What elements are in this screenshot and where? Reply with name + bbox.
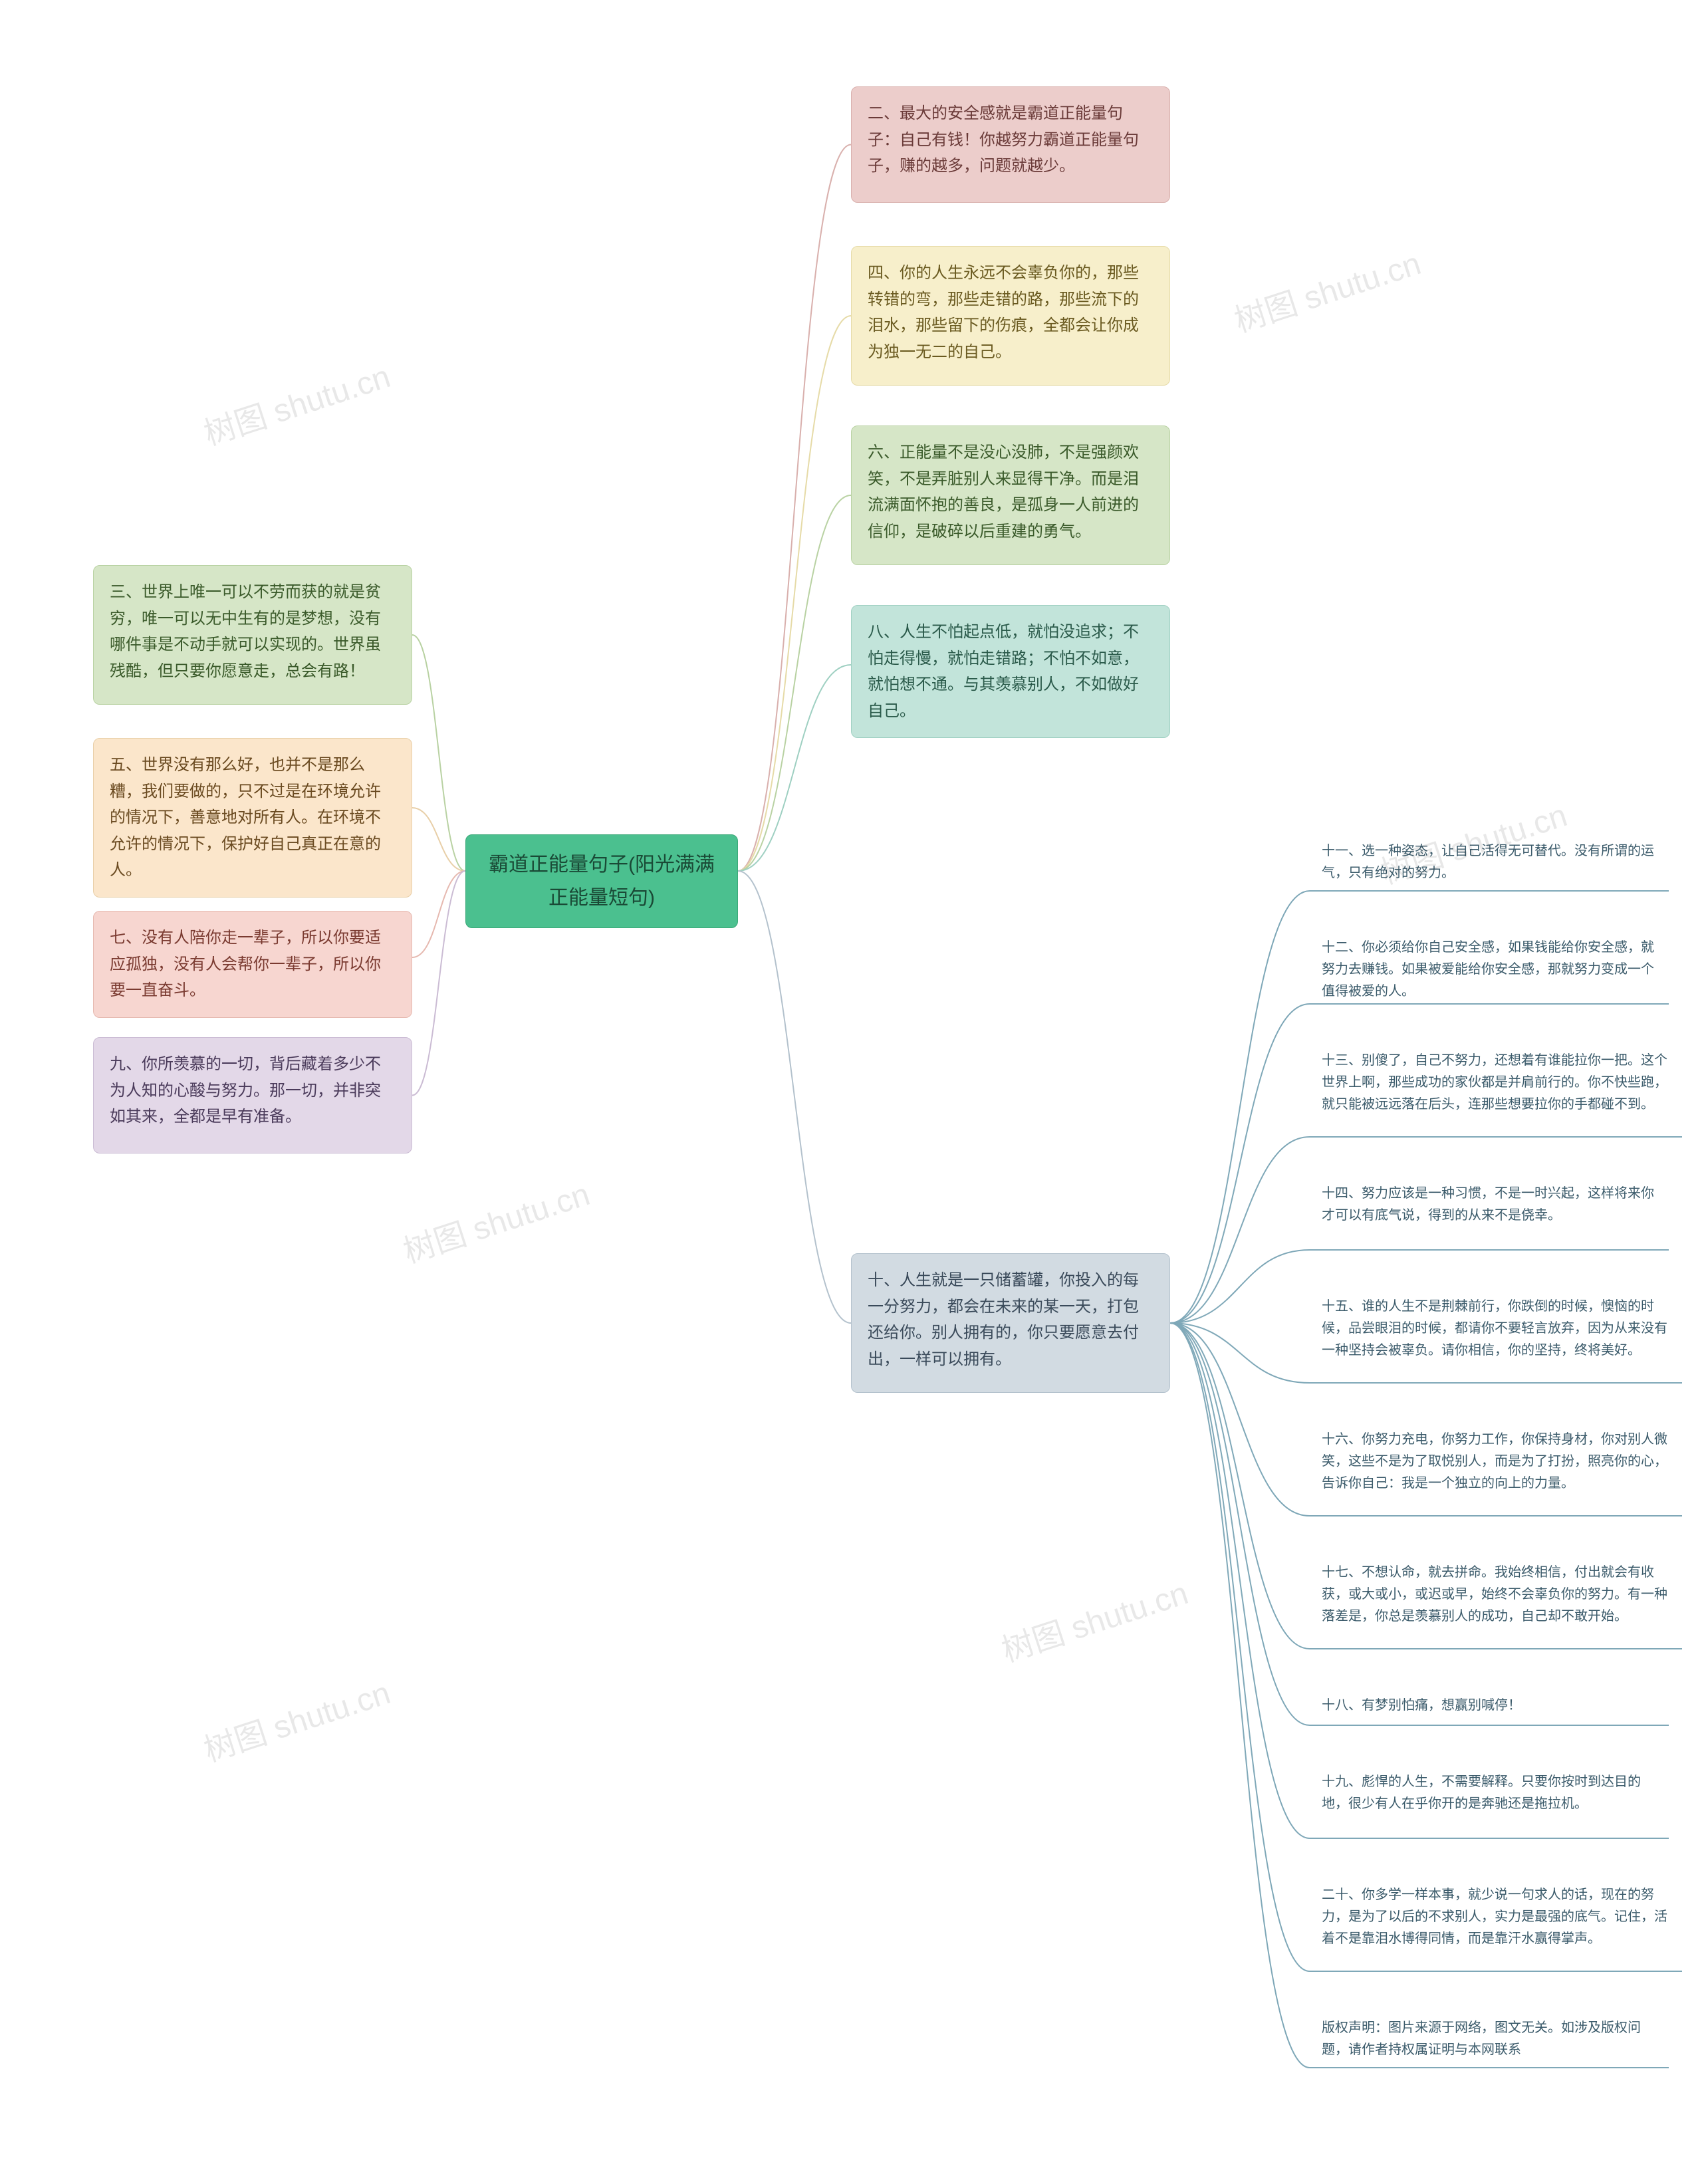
leaf-7: 十八、有梦别怕痛，想赢别喊停！ (1310, 1685, 1669, 1726)
right-branch-1: 四、你的人生永远不会辜负你的，那些转错的弯，那些走错的路，那些流下的泪水，那些留… (851, 246, 1170, 386)
leaf-6: 十七、不想认命，就去拼命。我始终相信，付出就会有收获，或大或小，或迟或早，始终不… (1310, 1552, 1682, 1649)
leaf-2: 十三、别傻了，自己不努力，还想着有谁能拉你一把。这个世界上啊，那些成功的家伙都是… (1310, 1040, 1682, 1137)
left-branch-2: 七、没有人陪你走一辈子，所以你要适应孤独，没有人会帮你一辈子，所以你要一直奋斗。 (93, 911, 412, 1018)
watermark-4: 树图 shutu.cn (197, 1667, 395, 1770)
root-node: 霸道正能量句子(阳光满满正能量短句) (465, 834, 738, 928)
watermark-5: 树图 shutu.cn (995, 1567, 1193, 1671)
leaf-0: 十一、选一种姿态，让自己活得无可替代。没有所谓的运气，只有绝对的努力。 (1310, 831, 1669, 894)
right-branch-4: 十、人生就是一只储蓄罐，你投入的每一分努力，都会在未来的某一天，打包还给你。别人… (851, 1253, 1170, 1393)
leaf-1: 十二、你必须给你自己安全感，如果钱能给你安全感，就努力去赚钱。如果被爱能给你安全… (1310, 927, 1669, 1012)
leaf-9: 二十、你多学一样本事，就少说一句求人的话，现在的努力，是为了以后的不求别人，实力… (1310, 1875, 1682, 1971)
leaf-10: 版权声明：图片来源于网络，图文无关。如涉及版权问题，请作者持权属证明与本网联系 (1310, 2008, 1669, 2070)
watermark-0: 树图 shutu.cn (197, 350, 395, 454)
right-branch-0: 二、最大的安全感就是霸道正能量句子：自己有钱！你越努力霸道正能量句子，赚的越多，… (851, 86, 1170, 203)
right-branch-2: 六、正能量不是没心没肺，不是强颜欢笑，不是弄脏别人来显得干净。而是泪流满面怀抱的… (851, 425, 1170, 565)
leaf-4: 十五、谁的人生不是荆棘前行，你跌倒的时候，懊恼的时候，品尝眼泪的时候，都请你不要… (1310, 1286, 1682, 1383)
left-branch-1: 五、世界没有那么好，也并不是那么糟，我们要做的，只不过是在环境允许的情况下，善意… (93, 738, 412, 898)
left-branch-3: 九、你所羡慕的一切，背后藏着多少不为人知的心酸与努力。那一切，并非突如其来，全都… (93, 1037, 412, 1153)
left-branch-0: 三、世界上唯一可以不劳而获的就是贫穷，唯一可以无中生有的是梦想，没有哪件事是不动… (93, 565, 412, 705)
leaf-3: 十四、努力应该是一种习惯，不是一时兴起，这样将来你才可以有底气说，得到的从来不是… (1310, 1173, 1669, 1250)
watermark-2: 树图 shutu.cn (396, 1168, 594, 1272)
leaf-8: 十九、彪悍的人生，不需要解释。只要你按时到达目的地，很少有人在乎你开的是奔驰还是… (1310, 1762, 1669, 1838)
right-branch-3: 八、人生不怕起点低，就怕没追求；不怕走得慢，就怕走错路；不怕不如意，就怕想不通。… (851, 605, 1170, 738)
watermark-1: 树图 shutu.cn (1227, 237, 1425, 341)
leaf-5: 十六、你努力充电，你努力工作，你保持身材，你对别人微笑，这些不是为了取悦别人，而… (1310, 1419, 1682, 1516)
